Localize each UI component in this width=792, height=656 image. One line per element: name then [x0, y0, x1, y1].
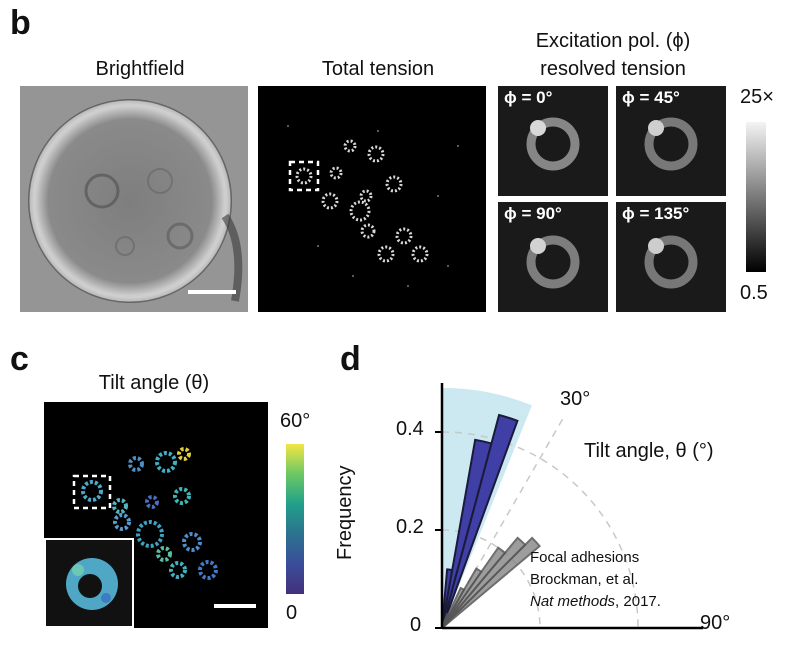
phi-0-label: ϕ = 0° [504, 88, 553, 107]
radial-axis-label: Tilt angle, θ (°) [584, 440, 714, 462]
colorbar-c-max: 60° [280, 410, 311, 432]
phi-45-image [616, 86, 726, 196]
ytick-0-2: 0.2 [396, 516, 424, 538]
phi-0-image [498, 86, 608, 196]
total-tension-spots [287, 125, 459, 287]
legend-focal-adhesions: Focal adhesions [530, 549, 640, 566]
brightfield-cell [20, 86, 248, 312]
phi-45-ring [616, 86, 726, 196]
tilt-roi-dashed-box [72, 474, 112, 510]
colorbar-b-min: 0.5 [740, 282, 768, 304]
total-tension-image [258, 86, 486, 312]
ytick-0: 0 [410, 614, 422, 636]
panel-d-letter: d [340, 340, 361, 378]
colorbar-b [746, 122, 766, 272]
panel-b-letter: b [10, 4, 31, 42]
legend-citation-journal: Nat methods, 2017. [530, 592, 661, 612]
ytick-0-4: 0.4 [396, 418, 424, 440]
polar-histogram-chart [435, 383, 704, 630]
phi-90-image [498, 202, 608, 312]
colorbar-c-min: 0 [286, 602, 298, 624]
legend-journal-name: Nat methods [530, 593, 616, 610]
brightfield-image [20, 86, 248, 312]
phi-0-ring [498, 86, 608, 196]
tilt-angle-spots [72, 447, 256, 608]
tilt-inset-ring [66, 558, 118, 610]
radial-grid-arc-0 [441, 529, 541, 629]
histogram-bar-s0-b3 [441, 413, 519, 629]
phi-135-ring [616, 202, 726, 312]
tilt-inset-image [44, 538, 134, 628]
phi-90-label: ϕ = 90° [504, 204, 562, 223]
radial-grid-arc-1 [441, 431, 639, 629]
angle-90-label: 90° [700, 612, 731, 634]
roi-dashed-box [288, 160, 320, 192]
excitation-title-line1: Excitation pol. (ϕ) [535, 30, 691, 52]
legend-citation-authors: Brockman, et al. [530, 571, 639, 588]
colorbar-b-max: 25× [740, 86, 774, 108]
excitation-title-line2: resolved tension [540, 58, 686, 80]
brightfield-title: Brightfield [95, 58, 185, 80]
panel-c-letter: c [10, 340, 29, 378]
total-tension-title: Total tension [321, 58, 435, 80]
histogram-bar-s1-b5 [441, 536, 542, 629]
tilt-scale-bar [214, 604, 256, 608]
legend-journal-year: , 2017. [615, 593, 661, 610]
phi-90-ring [498, 202, 608, 312]
phi-135-label: ϕ = 135° [622, 204, 690, 223]
colorbar-c [286, 444, 304, 594]
phi-45-label: ϕ = 45° [622, 88, 680, 107]
angle-30-label: 30° [560, 388, 591, 410]
phi-135-image [616, 202, 726, 312]
tilt-angle-title: Tilt angle (θ) [98, 372, 210, 394]
scale-bar [188, 290, 236, 294]
frequency-axis-label: Frequency [334, 465, 356, 561]
